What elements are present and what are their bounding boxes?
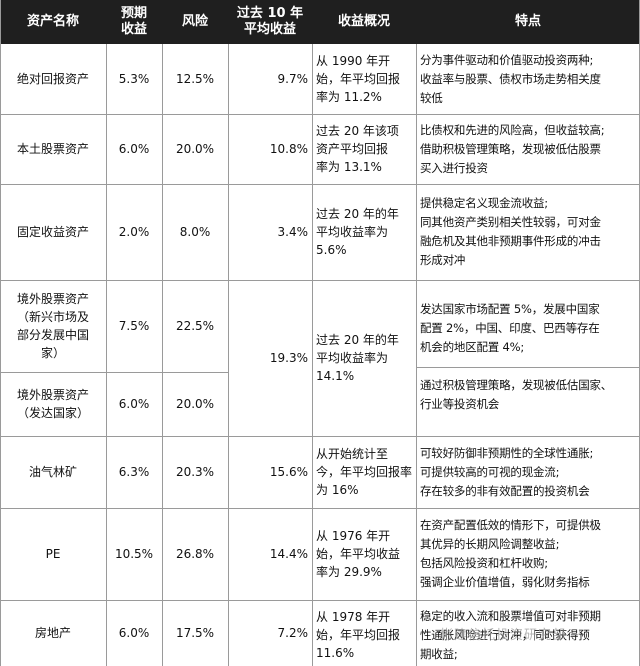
row-divider: [0, 508, 640, 509]
row-natural-resources-name: 油气林矿: [28, 465, 77, 479]
header-risk: 风险: [162, 0, 228, 44]
row-fixed-income-overview: 过去 20 年的年 平均收益率为 5.6%: [316, 207, 399, 257]
row-absolute-return-avg10: 9.7%: [277, 72, 309, 86]
row-domestic-equity-name: 本土股票资产: [16, 142, 89, 156]
row-natural-resources-avg10: 15.6%: [269, 465, 308, 479]
row-absolute-return-expected: 5.3%: [118, 72, 150, 86]
row-divider: [0, 372, 228, 373]
row-pe-risk: 26.8%: [175, 547, 215, 561]
row-pe-overview: 从 1976 年开 始，年平均收益 率为 29.9%: [316, 529, 401, 579]
row-foreign-emerging-name: 境外股票资产 （新兴市场及 部分发展中国 家）: [16, 292, 89, 360]
row-absolute-return-name: 绝对回报资产: [16, 72, 89, 86]
row-fixed-income-expected: 2.0%: [118, 225, 150, 239]
row-foreign-emerging-risk: 22.5%: [175, 319, 215, 333]
row-real-estate-name: 房地产: [34, 626, 71, 640]
header-10yr-average: 过去 10 年平均收益: [228, 0, 312, 44]
row-natural-resources-expected: 6.3%: [118, 465, 150, 479]
row-natural-resources-risk: 20.3%: [175, 465, 215, 479]
row-natural-resources-features: 可较好防御非预期性的全球性通胀; 可提供较高的可视的现金流; 存在较多的非有效配置的…: [420, 445, 594, 498]
header-overview: 收益概况: [312, 0, 416, 44]
watermark: 彬建信托投资研究部: [440, 628, 567, 643]
row-divider: [0, 436, 640, 437]
row-real-estate-risk: 17.5%: [175, 626, 215, 640]
column-divider: [162, 44, 163, 666]
header-expected-return: 预期 收益: [106, 0, 162, 44]
row-absolute-return-overview: 从 1990 年开 始，年平均回报 率为 11.2%: [316, 54, 401, 104]
row-pe-avg10: 14.4%: [269, 547, 308, 561]
row-fixed-income-risk: 8.0%: [179, 225, 211, 239]
header-name: 资产名称: [0, 0, 106, 44]
row-fixed-income-features: 提供稳定名义现金流收益; 同其他资产类别相关性较弱，可对金 融危机及其他非预期事件形…: [420, 196, 601, 267]
row-absolute-return-risk: 12.5%: [175, 72, 215, 86]
row-foreign-features-active: 通过积极管理策略，发现被低估国家、 行业等投资机会: [420, 378, 613, 411]
row-real-estate-expected: 6.0%: [118, 626, 150, 640]
row-real-estate-overview: 从 1978 年开 始，年平均回报 11.6%: [316, 610, 401, 660]
row-domestic-equity-overview: 过去 20 年该项 资产平均回报 率为 13.1%: [316, 124, 399, 174]
column-divider: [228, 44, 229, 666]
row-fixed-income-avg10: 3.4%: [277, 225, 309, 239]
row-domestic-equity-features: 比债权和先进的风险高，但收益较高; 借助积极管理策略，发现被低估股票 买入进行投资: [420, 122, 605, 175]
column-divider: [106, 44, 107, 666]
row-foreign-developed-risk: 20.0%: [175, 397, 215, 411]
row-domestic-equity-avg10: 10.8%: [269, 142, 308, 156]
row-divider: [0, 114, 640, 115]
row-foreign-developed-name: 境外股票资产 （发达国家）: [16, 388, 89, 420]
row-fixed-income-name: 固定收益资产: [16, 225, 89, 239]
row-divider: [0, 184, 640, 185]
row-divider: [0, 280, 640, 281]
row-divider: [0, 600, 640, 601]
row-pe-name: PE: [45, 547, 61, 561]
row-pe-features: 在资产配置低效的情形下，可提供极 其优异的长期风险调整收益; 包括风险投资和杠杆收购…: [420, 518, 601, 589]
column-divider: [0, 0, 1, 666]
row-foreign-emerging-expected: 7.5%: [118, 319, 150, 333]
column-divider: [416, 44, 417, 666]
row-foreign-overview: 过去 20 年的年 平均收益率为 14.1%: [316, 333, 399, 383]
row-domestic-equity-expected: 6.0%: [118, 142, 150, 156]
row-absolute-return-features: 分为事件驱动和价值驱动投资两种; 收益率与股票、债权市场走势相关度 较低: [420, 52, 601, 105]
row-foreign-avg10: 19.3%: [269, 351, 308, 365]
row-pe-expected: 10.5%: [114, 547, 154, 561]
row-real-estate-features: 稳定的收入流和股票增值可对非预期 性通胀风险进行对冲，同时获得预 期收益;: [420, 608, 601, 661]
row-domestic-equity-risk: 20.0%: [175, 142, 215, 156]
row-foreign-features-allocation: 发达国家市场配置 5%，发展中国家 配置 2%，中国、印度、巴西等存在 机会的地区配…: [420, 301, 600, 354]
row-foreign-developed-expected: 6.0%: [118, 397, 150, 411]
row-natural-resources-overview: 从开始统计至 今，年平均回报率为 16%: [316, 447, 413, 497]
row-divider: [416, 367, 640, 368]
column-divider: [312, 44, 313, 666]
row-real-estate-avg10: 7.2%: [277, 626, 309, 640]
header-features: 特点: [416, 0, 640, 44]
